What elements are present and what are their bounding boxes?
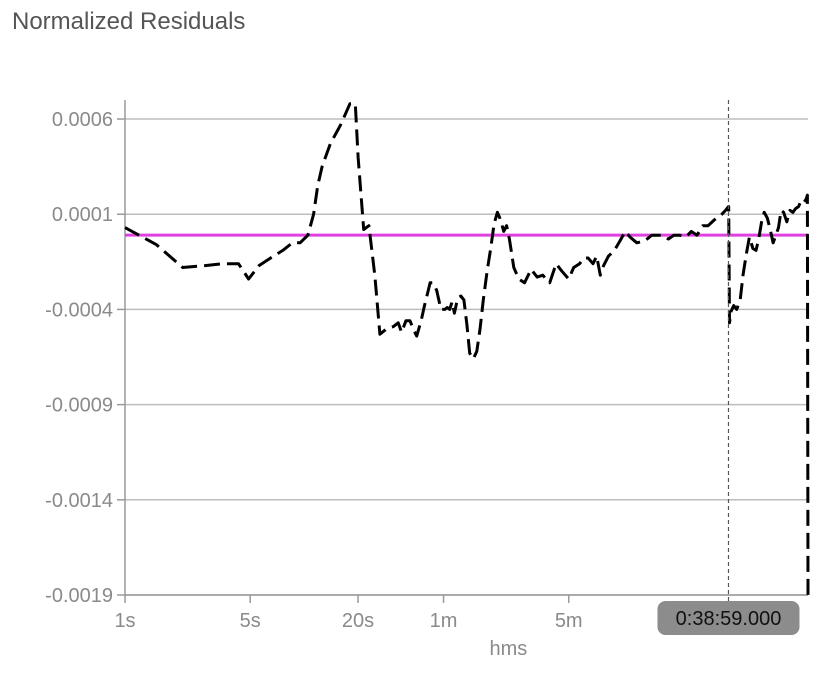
y-tick-label: 0.0006 [52, 109, 113, 131]
x-tick-label: 20s [342, 610, 374, 632]
chart-title: Normalized Residuals [12, 8, 246, 35]
y-tick-label: 0.0001 [52, 204, 113, 226]
x-tick-label: 5s [240, 610, 261, 632]
y-tick-label: -0.0004 [45, 299, 113, 321]
x-tick-label: 5m [555, 610, 583, 632]
x-axis-title: hms [489, 638, 527, 660]
cursor-tooltip-box [657, 601, 800, 635]
cursor-tooltip: 0:38:59.000 [657, 601, 800, 635]
x-tick-label: 1s [114, 610, 135, 632]
y-tick-label: -0.0009 [45, 395, 113, 417]
grid-lines [125, 118, 808, 596]
y-tick-label: -0.0019 [45, 585, 113, 607]
x-axis: 1s 5s 20s 1m 5m [114, 594, 808, 632]
y-axis: 0.0006 0.0001 -0.0004 -0.0009 -0.0014 -0.0019 [45, 100, 126, 607]
x-tick-label: 1m [430, 610, 458, 632]
y-tick-label: -0.0014 [45, 490, 113, 512]
series-line-residuals [124, 102, 810, 596]
cursor-tooltip-label: 0:38:59.000 [676, 608, 782, 630]
